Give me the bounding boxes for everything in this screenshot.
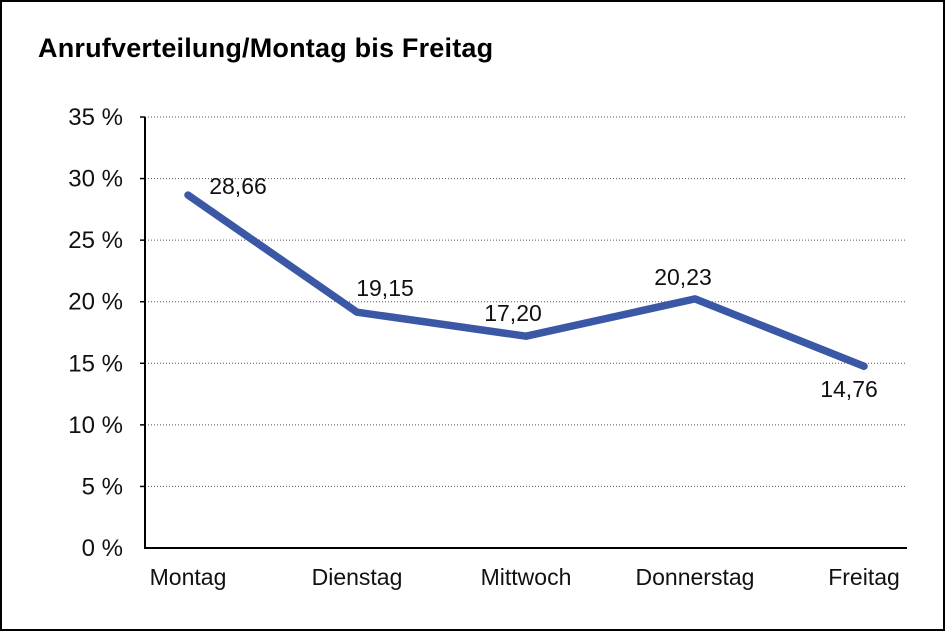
- y-axis-tick-label: 0 %: [82, 535, 123, 562]
- data-line: [184, 191, 868, 370]
- chart-title: Anrufverteilung/Montag bis Freitag: [38, 33, 494, 63]
- y-axis-tick-label: 30 %: [68, 166, 123, 193]
- y-axis-tick-label: 5 %: [82, 473, 123, 500]
- y-axis-tick-label: 20 %: [68, 289, 123, 316]
- data-label: 20,23: [654, 264, 712, 290]
- y-axis-tick-label: 15 %: [68, 350, 123, 377]
- data-label: 28,66: [209, 173, 267, 199]
- y-axis-tick-label: 25 %: [68, 227, 123, 254]
- x-axis-label: Donnerstag: [636, 564, 755, 590]
- data-label: 19,15: [356, 275, 414, 301]
- data-label: 14,76: [820, 376, 878, 402]
- x-axis-label: Dienstag: [312, 564, 403, 590]
- data-label: 17,20: [484, 300, 542, 326]
- x-axis-label: Mittwoch: [481, 564, 572, 590]
- y-axis-tick-label: 35 %: [68, 104, 123, 131]
- x-axis-label: Montag: [150, 564, 227, 590]
- y-axis-tick-label: 10 %: [68, 412, 123, 439]
- x-axis-label: Freitag: [828, 564, 900, 590]
